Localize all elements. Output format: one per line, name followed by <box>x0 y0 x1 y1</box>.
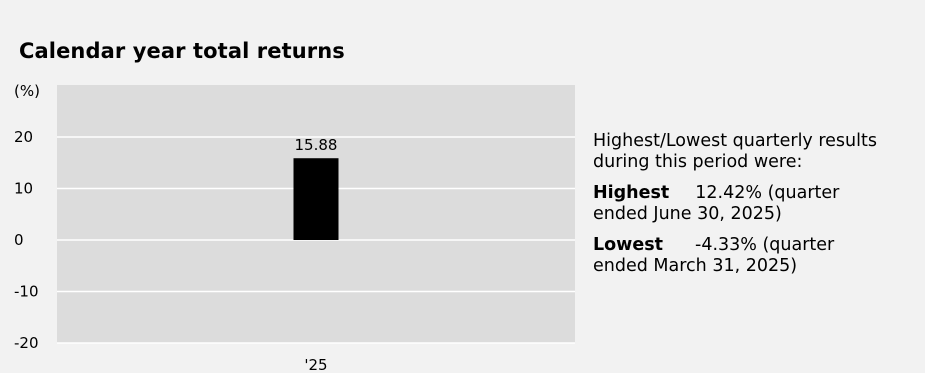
highest-value: 12.42% (quarter <box>695 183 840 203</box>
highest-label: Highest <box>593 183 670 203</box>
lowest-label: Lowest <box>593 235 663 255</box>
quarterly-results-summary: Highest/Lowest quarterly results during … <box>593 131 913 277</box>
y-axis-label: (%) <box>14 82 40 100</box>
bar-value-label: 15.88 <box>295 136 338 154</box>
y-tick-label: 0 <box>14 231 24 249</box>
chart-title: Calendar year total returns <box>19 39 345 63</box>
bar <box>293 158 339 240</box>
y-tick-label: -10 <box>14 283 39 301</box>
y-tick-label: 20 <box>14 128 33 146</box>
lowest-result: Lowest -4.33% (quarter ended March 31, 20… <box>593 235 913 277</box>
lowest-detail: ended March 31, 2025) <box>593 256 798 276</box>
x-tick-label: '25 <box>304 356 327 373</box>
lowest-value: -4.33% (quarter <box>695 235 835 255</box>
y-tick-label: 10 <box>14 180 33 198</box>
highest-result: Highest 12.42% (quarter ended June 30, 20… <box>593 183 913 225</box>
y-tick-label: -20 <box>14 334 39 352</box>
highest-detail: ended June 30, 2025) <box>593 204 782 224</box>
summary-intro: Highest/Lowest quarterly results during … <box>593 131 877 172</box>
